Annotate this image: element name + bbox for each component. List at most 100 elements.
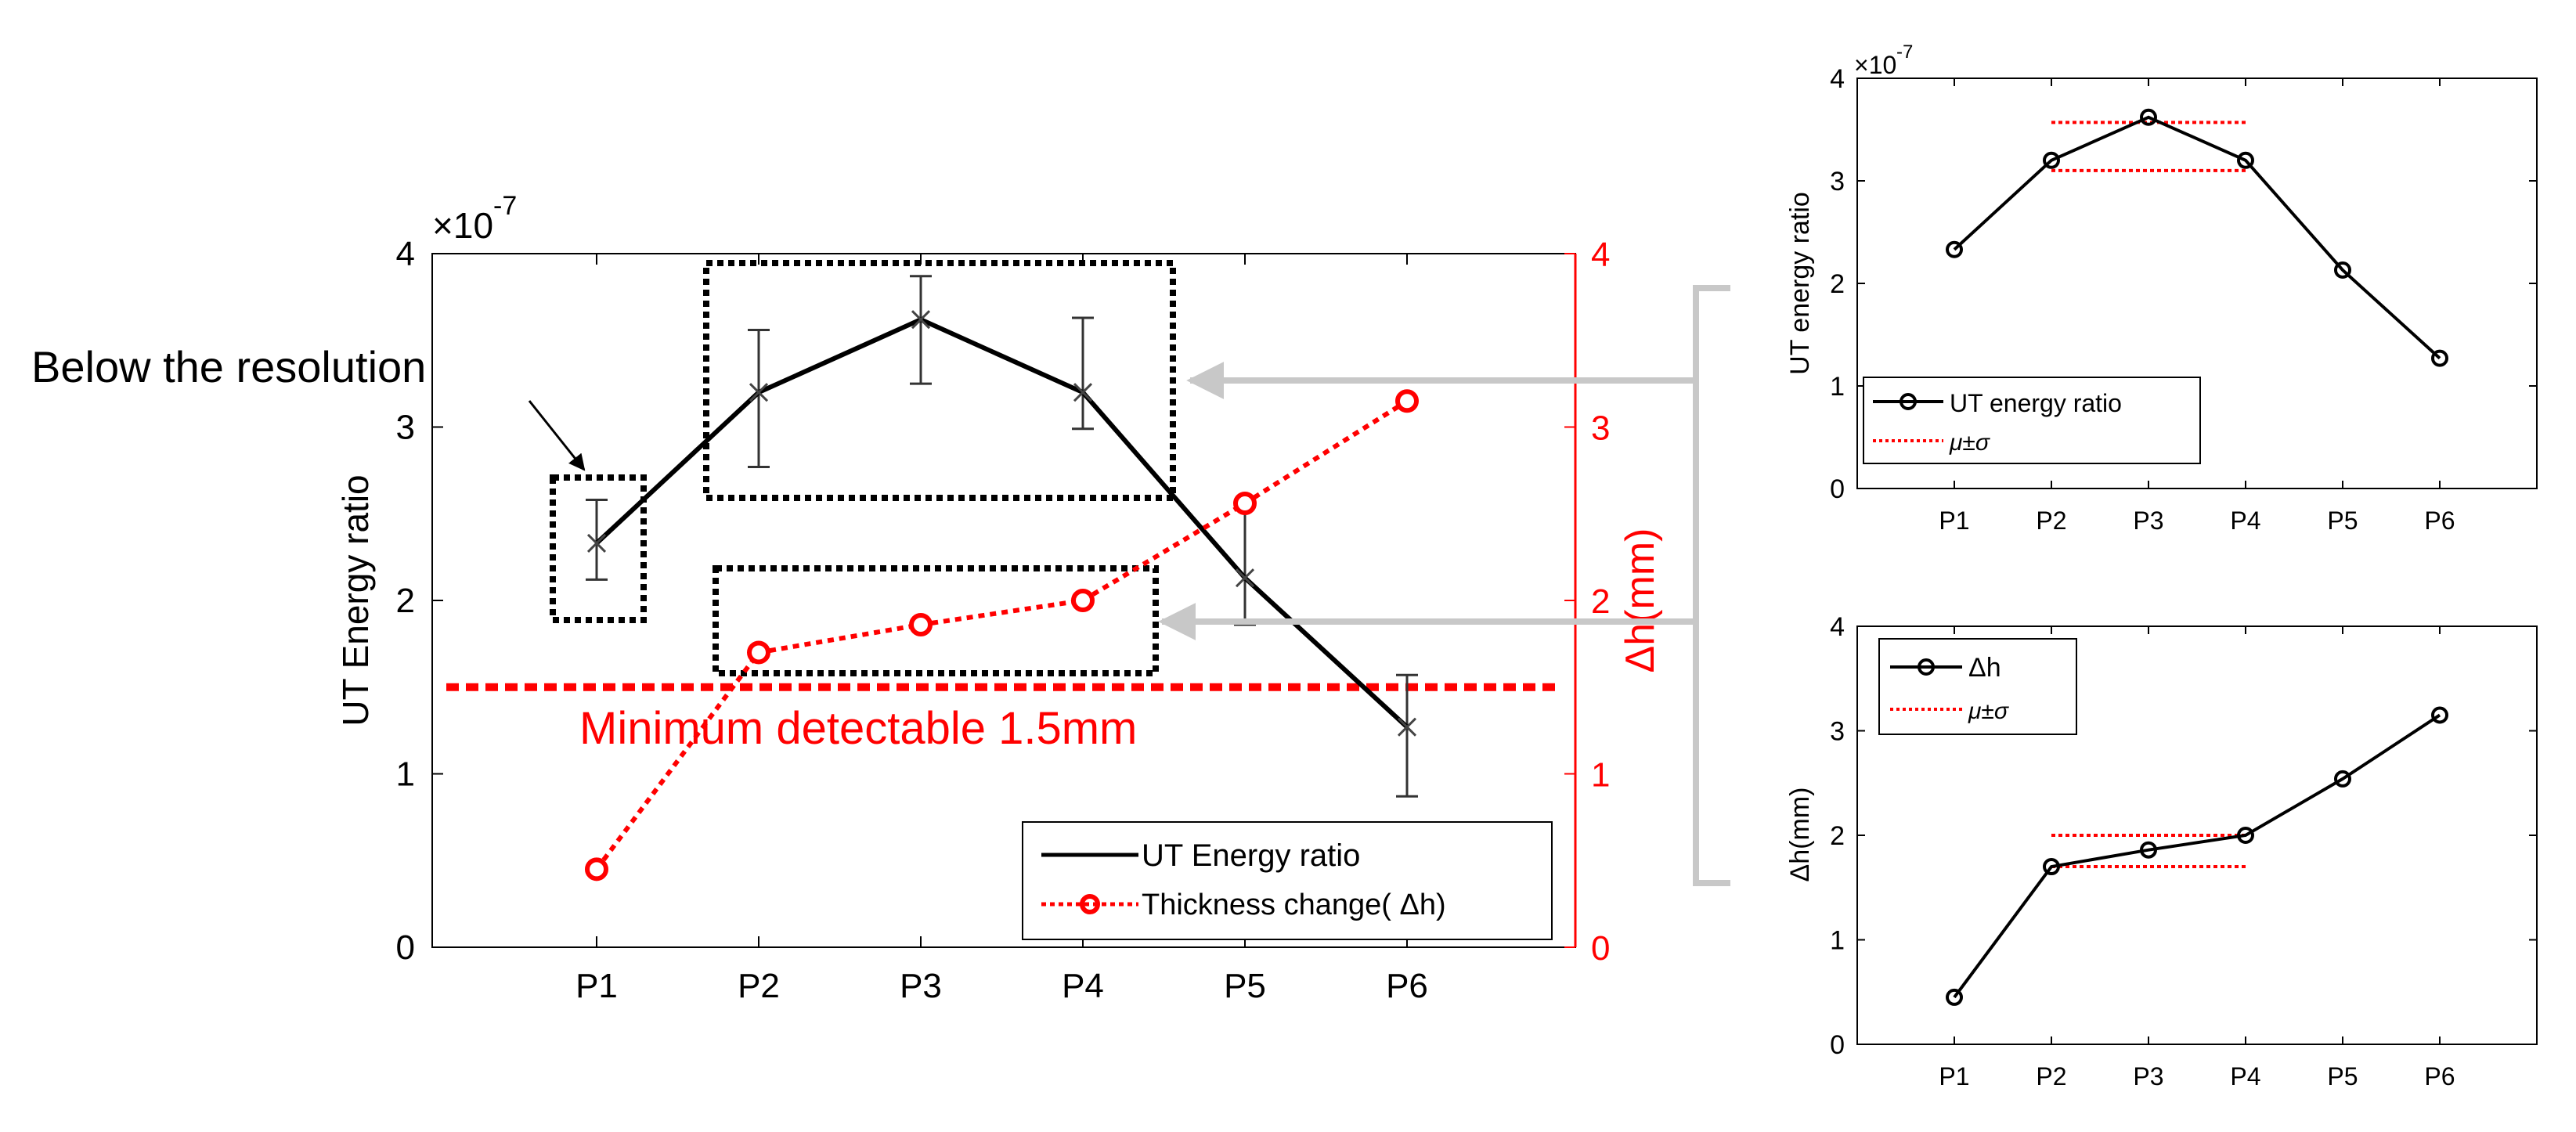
br-y-tick-label: 4 (1830, 612, 1845, 642)
energy-ratio-point-stroke-b (911, 310, 931, 330)
legend-label-thickness: Thickness change( Δh) (1142, 889, 1446, 921)
main-left-tick-label: 0 (396, 928, 415, 967)
br-series-point (2431, 706, 2448, 724)
tr-x-tick-label: P6 (2424, 507, 2455, 535)
br-y-tick-label: 3 (1830, 717, 1845, 747)
main-legend-box (1022, 821, 1553, 940)
energy-ratio-point (586, 533, 607, 553)
energy-ratio-point-stroke-b (1397, 717, 1417, 737)
below-resolution-arrow (528, 400, 586, 471)
br-legend-label-band: μ±σ (1968, 698, 2010, 724)
main-exponent-base: ×10 (432, 205, 493, 246)
br-series-point (2043, 858, 2060, 876)
main-x-tick-label: P3 (900, 967, 942, 1005)
main-x-tick-label: P5 (1224, 967, 1266, 1005)
tr-legend-marker-series (1900, 393, 1917, 410)
main-exponent-power: -7 (493, 191, 517, 221)
br-series-point (2237, 827, 2254, 844)
thickness-change-point (1071, 589, 1095, 612)
connector-bracket (1693, 285, 1730, 886)
energy-ratio-point (749, 383, 769, 402)
tr-legend-label-series: UT energy ratio (1950, 389, 2122, 417)
energy-ratio-point (1235, 568, 1255, 588)
tr-y-tick-label: 2 (1830, 269, 1845, 299)
thickness-change-point (747, 640, 770, 665)
br-x-tick-label: P1 (1939, 1062, 1969, 1091)
br-legend-label-series: Δh (1968, 653, 2001, 683)
br-legend-box (1878, 638, 2077, 735)
br-y-tick-label: 1 (1830, 926, 1845, 956)
tr-x-tick-label: P1 (1939, 507, 1969, 535)
main-left-tick-label: 1 (396, 755, 415, 794)
main-right-tick-label: 3 (1591, 409, 1610, 448)
energy-ratio-point-stroke-b (1235, 568, 1255, 588)
energy-ratio-point-stroke-b (749, 383, 769, 402)
main-right-tick-label: 0 (1591, 929, 1610, 968)
tr-x-tick-label: P4 (2230, 507, 2260, 535)
tr-legend-box (1863, 377, 2201, 464)
tr-series-point (2237, 151, 2254, 169)
br-series-point (2140, 841, 2157, 859)
tr-series-point (1946, 240, 1963, 258)
main-left-tick-label: 2 (396, 582, 415, 620)
energy-ratio-point (911, 310, 931, 330)
tr-x-tick-label: P5 (2327, 507, 2358, 535)
connector (1158, 285, 1730, 886)
tr-y-tick-label: 0 (1830, 474, 1845, 504)
highlight-box-p1 (550, 474, 647, 623)
threshold-label: Minimum detectable 1.5mm (579, 703, 1137, 754)
tr-legend-label-band: μ±σ (1949, 430, 1991, 456)
main-right-tick-label: 2 (1591, 582, 1610, 621)
thickness-change-point (909, 613, 933, 637)
tr-series-line (1953, 115, 2441, 360)
br-x-tick-label: P5 (2327, 1062, 2358, 1091)
tr-y-tick-label: 3 (1830, 167, 1845, 196)
tr-exponent-power: -7 (1896, 41, 1913, 63)
main-x-tick-label: P6 (1386, 967, 1428, 1005)
main-left-axis-label: UT Energy ratio (335, 474, 376, 726)
main-right-tick-label: 1 (1591, 756, 1610, 795)
tr-exponent-base: ×10 (1854, 51, 1896, 79)
tr-y-tick-label: 4 (1830, 64, 1845, 94)
br-series-line (1953, 713, 2441, 999)
br-x-tick-label: P2 (2036, 1062, 2066, 1091)
tr-series-point (2043, 151, 2060, 169)
tr-y-axis-label: UT energy ratio (1785, 192, 1815, 375)
main-x-tick-label: P4 (1062, 967, 1104, 1005)
main-legend: UT Energy ratio Thickness change( Δh) (1022, 821, 1553, 940)
main-left-tick-label: 4 (396, 235, 415, 273)
legend-marker-thickness (1080, 894, 1100, 914)
highlight-box-energy-peak (703, 260, 1176, 501)
top-right-chart: ×10 -7 UT energy ratio 0 1 2 3 4 P1 P2 P3 P4 P5 P… (1785, 41, 2538, 535)
thickness-change-point (1233, 491, 1257, 515)
energy-ratio-point (1397, 717, 1417, 737)
energy-ratio-point-stroke-b (586, 533, 607, 553)
below-resolution-label: Below the resolution (31, 342, 426, 391)
main-chart: ×10 -7 UT Energy ratio Δh(mm) 0 1 2 3 4 0 1 2 3… (31, 191, 1663, 1005)
bottom-right-chart: Δh(mm) 0 1 2 3 4 P1 P2 P3 P4 P5 P6 Δh μ±σ (1785, 612, 2538, 1091)
br-y-axis-label: Δh(mm) (1785, 788, 1815, 882)
energy-ratio-line (594, 316, 1409, 729)
legend-label-energy: UT Energy ratio (1142, 838, 1360, 873)
energy-ratio-point-stroke-b (1073, 383, 1093, 402)
br-legend: Δh μ±σ (1878, 638, 2077, 735)
br-y-tick-label: 2 (1830, 821, 1845, 851)
tr-x-tick-label: P2 (2036, 507, 2066, 535)
br-x-tick-label: P6 (2424, 1062, 2455, 1091)
br-series-point (2334, 770, 2351, 788)
br-series-point (1946, 988, 1963, 1006)
br-x-tick-label: P3 (2133, 1062, 2163, 1091)
br-legend-marker-series (1918, 658, 1935, 676)
tr-series-point (2140, 108, 2157, 126)
tr-x-tick-label: P3 (2133, 507, 2163, 535)
br-y-tick-label: 0 (1830, 1030, 1845, 1060)
main-right-axis-label: Δh(mm) (1618, 528, 1663, 673)
tr-series-point (2334, 261, 2351, 279)
main-x-tick-label: P1 (575, 967, 618, 1005)
thickness-change-point (585, 857, 608, 881)
main-left-tick-label: 3 (396, 409, 415, 447)
thickness-change-line (594, 398, 1409, 871)
tr-series-point (2431, 349, 2448, 367)
highlight-box-thickness-plateau (713, 565, 1159, 676)
